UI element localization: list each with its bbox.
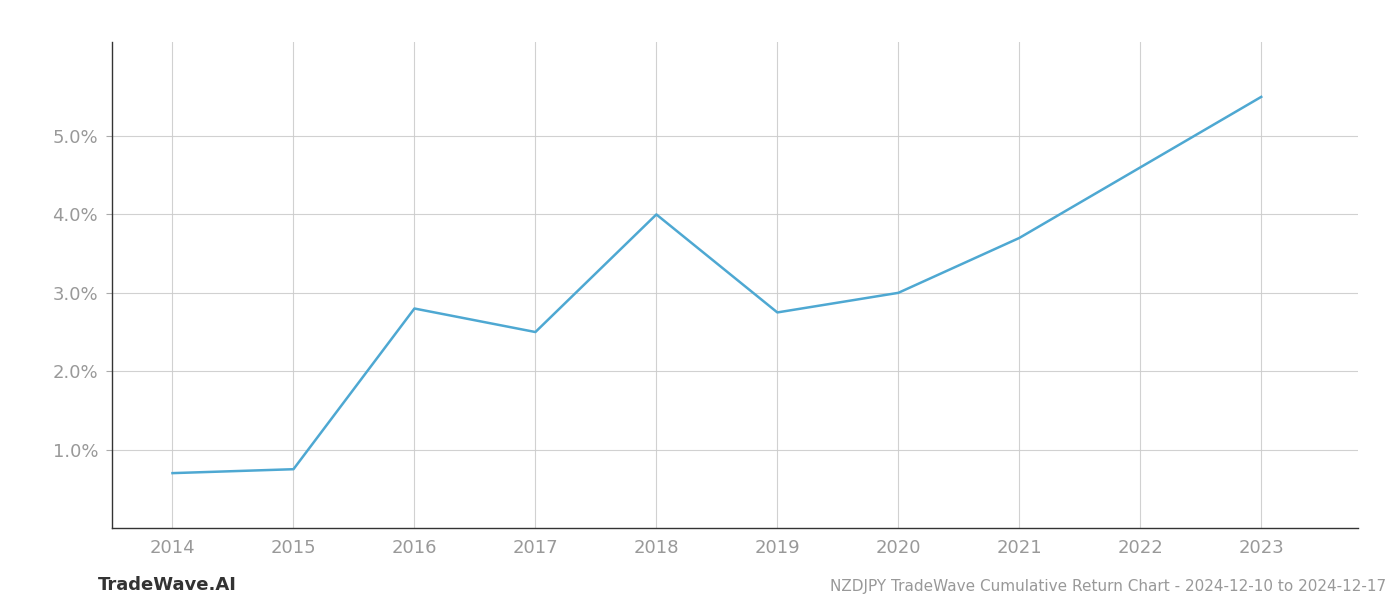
Text: TradeWave.AI: TradeWave.AI — [98, 576, 237, 594]
Text: NZDJPY TradeWave Cumulative Return Chart - 2024-12-10 to 2024-12-17: NZDJPY TradeWave Cumulative Return Chart… — [830, 579, 1386, 594]
